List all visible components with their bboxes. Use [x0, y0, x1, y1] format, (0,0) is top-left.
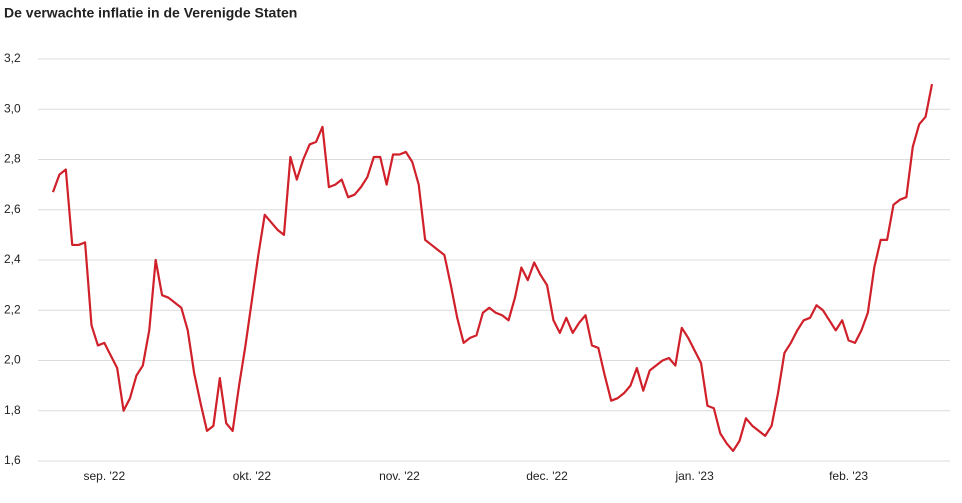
y-tick-label: 1,8: [4, 403, 21, 417]
x-tick-label: okt. '22: [233, 469, 272, 483]
x-tick-label: dec. '22: [526, 469, 568, 483]
y-tick-label: 2,4: [4, 252, 21, 266]
y-tick-label: 2,8: [4, 152, 21, 166]
y-tick-label: 2,0: [4, 353, 21, 367]
y-tick-label: 2,6: [4, 202, 21, 216]
x-tick-label: sep. '22: [84, 469, 126, 483]
y-tick-label: 1,6: [4, 453, 21, 467]
y-tick-label: 2,2: [4, 302, 21, 316]
x-tick-label: nov. '22: [379, 469, 420, 483]
y-tick-label: 3,2: [4, 51, 21, 65]
x-tick-label: feb. '23: [829, 469, 868, 483]
chart-title: De verwachte inflatie in de Verenigde St…: [4, 5, 297, 21]
y-tick-label: 3,0: [4, 101, 21, 115]
x-tick-label: jan. '23: [674, 469, 714, 483]
data-line: [51, 83, 934, 453]
